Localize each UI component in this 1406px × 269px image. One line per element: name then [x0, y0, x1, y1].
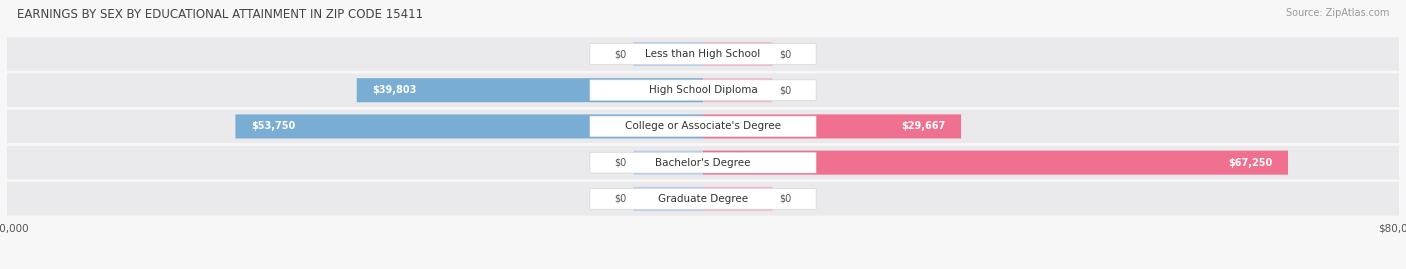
- FancyBboxPatch shape: [633, 151, 703, 175]
- FancyBboxPatch shape: [591, 189, 815, 209]
- Text: High School Diploma: High School Diploma: [648, 85, 758, 95]
- Text: Graduate Degree: Graduate Degree: [658, 194, 748, 204]
- FancyBboxPatch shape: [357, 78, 703, 102]
- FancyBboxPatch shape: [7, 37, 1399, 71]
- Text: $29,667: $29,667: [901, 121, 945, 132]
- FancyBboxPatch shape: [591, 80, 815, 101]
- FancyBboxPatch shape: [703, 187, 773, 211]
- FancyBboxPatch shape: [633, 187, 703, 211]
- FancyBboxPatch shape: [703, 151, 1288, 175]
- Text: $0: $0: [779, 85, 792, 95]
- Text: $0: $0: [614, 158, 627, 168]
- FancyBboxPatch shape: [703, 42, 773, 66]
- FancyBboxPatch shape: [7, 146, 1399, 179]
- FancyBboxPatch shape: [591, 44, 815, 64]
- Text: Source: ZipAtlas.com: Source: ZipAtlas.com: [1285, 8, 1389, 18]
- FancyBboxPatch shape: [235, 114, 703, 139]
- Text: $0: $0: [614, 194, 627, 204]
- Text: $67,250: $67,250: [1227, 158, 1272, 168]
- Text: $0: $0: [614, 49, 627, 59]
- FancyBboxPatch shape: [633, 42, 703, 66]
- Text: EARNINGS BY SEX BY EDUCATIONAL ATTAINMENT IN ZIP CODE 15411: EARNINGS BY SEX BY EDUCATIONAL ATTAINMEN…: [17, 8, 423, 21]
- FancyBboxPatch shape: [7, 110, 1399, 143]
- FancyBboxPatch shape: [591, 116, 815, 137]
- Text: $39,803: $39,803: [373, 85, 416, 95]
- Text: Bachelor's Degree: Bachelor's Degree: [655, 158, 751, 168]
- FancyBboxPatch shape: [7, 73, 1399, 107]
- Text: $53,750: $53,750: [252, 121, 295, 132]
- FancyBboxPatch shape: [591, 152, 815, 173]
- FancyBboxPatch shape: [703, 78, 773, 102]
- Text: College or Associate's Degree: College or Associate's Degree: [626, 121, 780, 132]
- Text: Less than High School: Less than High School: [645, 49, 761, 59]
- Text: $0: $0: [779, 194, 792, 204]
- Text: $0: $0: [779, 49, 792, 59]
- FancyBboxPatch shape: [703, 114, 962, 139]
- FancyBboxPatch shape: [7, 182, 1399, 215]
